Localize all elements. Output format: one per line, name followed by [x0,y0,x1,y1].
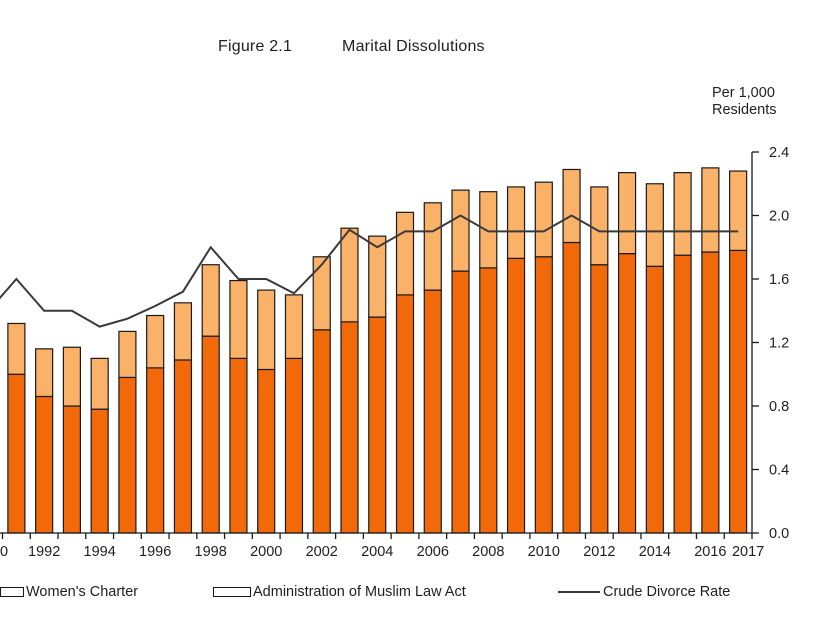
bar-muslim-law-act [423,202,442,291]
bar-womens-charter [673,254,692,534]
bar-muslim-law-act [562,168,581,244]
bar-muslim-law-act [201,264,220,337]
bar-womens-charter [617,253,637,534]
bar-muslim-law-act [451,189,470,272]
y-tick-label: 1.6 [769,272,789,288]
bar-womens-charter [340,321,359,534]
bar-muslim-law-act [645,183,664,267]
x-tick-label: 2014 [639,544,671,560]
bar-womens-charter [395,294,415,534]
x-tick-label-edge-fragment: 0 [0,544,8,560]
bar-womens-charter [562,241,581,534]
bar-womens-charter [146,367,165,534]
divorce-rate-line-swatch-icon [558,591,600,593]
legend-item-muslim-law-act: Administration of Muslim Law Act [213,584,466,600]
bar-womens-charter [312,329,331,534]
bar-womens-charter [506,257,526,534]
bar-womens-charter [284,357,304,534]
x-tick-label: 2010 [528,544,560,560]
x-tick-label: 2004 [361,544,393,560]
stacked-bars [7,167,748,534]
bar-womens-charter [90,408,109,534]
bar-womens-charter [118,376,137,534]
bar-womens-charter [368,316,387,534]
chart-legend: Women's Charter Administration of Muslim… [0,584,830,602]
legend-label: Crude Divorce Rate [603,584,731,600]
bar-muslim-law-act [395,211,415,296]
bar-muslim-law-act [673,172,692,256]
figure-title: Figure 2.1 Marital Dissolutions [218,38,485,56]
bar-muslim-law-act [590,186,609,266]
bar-muslim-law-act [340,227,359,323]
bar-womens-charter [173,359,193,534]
bar-muslim-law-act [257,289,276,371]
y-axis-unit-label: Per 1,000 Residents [712,85,776,119]
bar-womens-charter [7,373,26,534]
figure-number: Figure 2.1 [218,38,293,55]
bar-muslim-law-act [534,181,553,258]
bar-muslim-law-act [729,170,748,252]
x-tick-label: 1994 [84,544,116,560]
x-tick-label: 2012 [583,544,615,560]
x-tick-label: 2006 [417,544,449,560]
y-tick-label: 0.8 [769,399,789,415]
bar-womens-charter [35,395,54,534]
muslim-law-act-swatch-icon [213,587,251,597]
crude-divorce-rate-line [0,214,739,328]
y-tick-label: 2.4 [769,145,789,161]
legend-label: Women's Charter [26,584,139,600]
bar-muslim-law-act [62,346,81,407]
legend-item-crude-divorce-rate: Crude Divorce Rate [558,584,730,600]
x-tick-label: 2008 [472,544,504,560]
bar-womens-charter [645,265,664,534]
bar-muslim-law-act [146,314,165,369]
y-tick-label: 0.0 [769,526,789,542]
axes [0,151,759,539]
x-tick-label: 2000 [250,544,282,560]
bar-muslim-law-act [90,357,109,410]
x-tick-label: 2002 [306,544,338,560]
bar-womens-charter [62,405,81,534]
x-tick-label: 2017 [732,544,764,560]
bar-muslim-law-act [7,322,26,375]
x-tick-label: 2016 [694,544,726,560]
bar-womens-charter [229,357,248,534]
y-tick-label: 1.2 [769,336,789,352]
bar-muslim-law-act [118,330,137,379]
bar-womens-charter [534,256,553,534]
x-tick-label: 1998 [195,544,227,560]
unit-line-2: Residents [712,102,777,118]
bar-womens-charter [201,335,220,534]
bar-muslim-law-act [35,348,54,398]
bar-muslim-law-act [617,172,637,255]
bar-muslim-law-act [506,186,526,259]
figure-name: Marital Dissolutions [342,38,485,55]
y-tick-label: 2.0 [769,209,789,225]
unit-line-1: Per 1,000 [712,85,775,101]
legend-item-womens-charter: Women's Charter [0,584,138,600]
bar-womens-charter [451,270,470,534]
bar-muslim-law-act [368,235,387,318]
bar-muslim-law-act [479,191,498,269]
bar-womens-charter [590,264,609,534]
bar-womens-charter [479,267,498,534]
x-tick-label: 1992 [28,544,60,560]
womens-charter-swatch-icon [0,587,24,597]
legend-label: Administration of Muslim Law Act [253,584,466,600]
bar-muslim-law-act [284,294,304,359]
bar-muslim-law-act [229,279,248,359]
x-tick-label: 1996 [139,544,171,560]
bar-womens-charter [701,251,720,534]
axis-labels: 0.0 0.4 0.8 1.2 1.6 2.0 2.4 1992 1994 1996 1998 200… [0,145,789,560]
bar-womens-charter [257,368,276,534]
bar-muslim-law-act [173,302,193,361]
y-tick-label: 0.4 [769,463,789,479]
bar-womens-charter [729,249,748,534]
bar-womens-charter [423,289,442,534]
bar-muslim-law-act [312,256,331,331]
bar-muslim-law-act [701,167,720,253]
